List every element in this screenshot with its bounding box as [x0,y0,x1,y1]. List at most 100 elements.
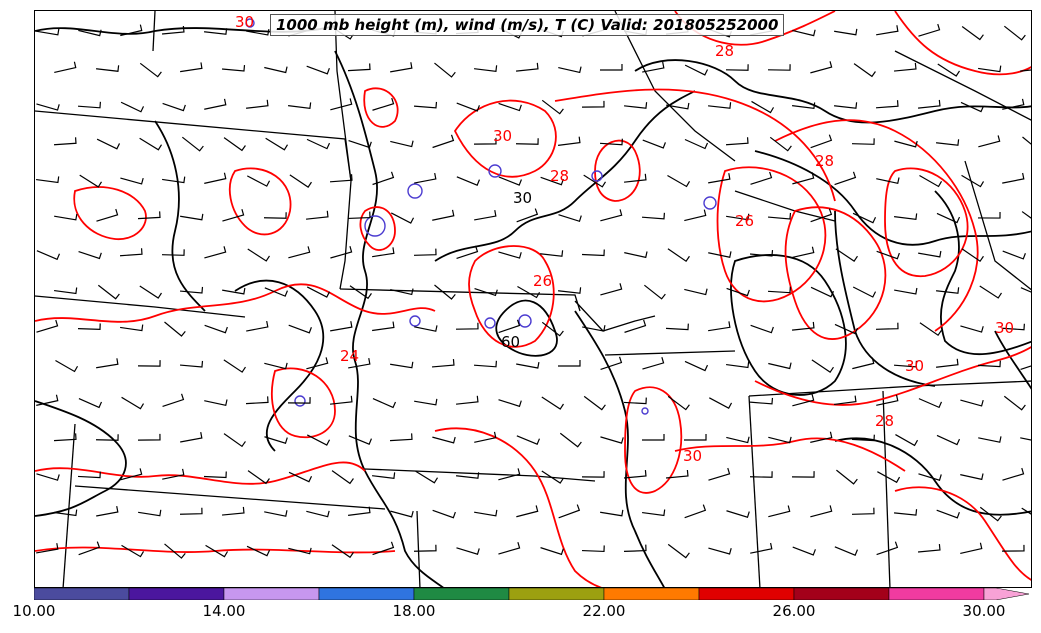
political-borders [35,11,1031,587]
wind-barb [767,286,791,294]
wind-barb [1020,365,1031,370]
wind-barb [581,471,605,478]
wind-barb [347,63,371,72]
wind-barb [961,25,984,41]
wind-barb [180,62,203,73]
wind-barb [96,208,119,222]
wind-barb [162,102,186,112]
wind-barb [936,287,960,294]
wind-barb [516,208,539,223]
wind-barb [1002,250,1026,260]
wind-barb [726,510,750,518]
wind-barb [162,176,186,184]
wind-barb [918,250,942,258]
wind-barb [474,288,498,297]
wind-barb [768,505,791,518]
wind-barb [835,248,858,262]
wind-barb [431,359,455,368]
wind-barb [203,471,227,479]
height-label: 60 [501,333,520,351]
wind-barb [137,360,161,367]
wind-barb [558,214,582,223]
wind-barb [960,325,984,333]
wind-barb [708,467,731,481]
wind-barb [305,210,329,220]
wind-barb [978,436,1002,443]
wind-barb [432,436,456,444]
wind-barb [875,100,899,109]
wind-barbs [36,23,1031,559]
wind-barb [517,286,541,299]
wind-barb [78,250,102,260]
wind-barb [349,285,372,300]
wind-barb [498,102,522,112]
wind-barb [791,471,815,478]
colorbar-segment [888,588,985,600]
wind-barb [979,285,1002,299]
wind-barb [222,209,245,222]
wind-barb [246,320,269,332]
wind-barb [120,101,145,113]
wind-barb [936,358,959,368]
wind-barb [600,209,623,222]
wind-barb [36,394,59,406]
wind-barb [540,176,564,186]
wind-barb [751,100,775,114]
wind-barb [810,431,833,443]
wind-barb [180,431,203,443]
wind-barb [1021,507,1031,515]
wind-barb [893,509,918,516]
wind-barb [642,139,666,149]
wind-barb [623,469,647,479]
colorbar-segment [413,588,510,600]
wind-barb [936,212,961,224]
colorbar-segment [128,588,225,600]
wind-barb [893,360,918,368]
wind-barb [726,436,750,444]
contour-labels: 30 60 28 28 30 26 26 28 24 30 28 30 30 3… [235,13,1014,465]
wind-barb [767,64,791,71]
wind-barb [642,61,665,73]
wind-barb [137,433,161,441]
wind-barb [810,286,835,298]
wind-barb [415,470,439,484]
wind-barb [306,65,330,75]
wind-barb [306,434,331,446]
wind-barb [600,436,624,444]
wind-barb [329,174,353,183]
wind-barb [623,397,647,405]
wind-barb [434,62,456,78]
wind-barb [306,286,331,298]
wind-barb [455,395,479,405]
wind-barb [917,99,941,109]
colorbar-tick-label: 22.00 [582,602,626,620]
wind-barb [288,547,312,555]
colorbar-segment [698,588,795,600]
temperature-contours [35,11,1031,587]
temperature-label: 28 [550,167,569,185]
wind-barb [558,504,581,519]
wind-barb [918,398,943,409]
wind-barb [221,506,245,516]
temperature-label: 30 [493,127,512,145]
wind-barb [54,213,78,221]
wind-barb [78,398,103,409]
wind-barb [223,137,246,152]
wind-barb [390,288,414,296]
wind-barb [456,472,480,479]
wind-barb [204,324,228,334]
colorbar-segment [34,588,130,600]
wind-barb [834,323,859,335]
wind-barb [624,173,647,183]
wind-barb [139,137,163,151]
wind-barb [96,505,119,517]
wind-barb [161,249,185,256]
wind-barb [36,319,59,333]
wind-barb [264,510,288,517]
wind-barb [516,435,541,446]
wind-barb [287,397,311,404]
wind-barb [516,362,540,369]
wind-barb [708,251,732,258]
wind-barb [541,321,564,337]
wind-barb [331,544,354,559]
